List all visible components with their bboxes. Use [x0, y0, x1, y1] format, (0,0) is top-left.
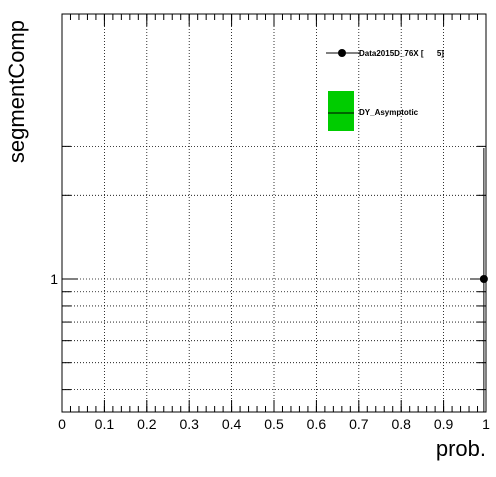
x-tick-label: 1	[482, 416, 490, 432]
y-axis-ticks	[62, 145, 486, 391]
legend-data-label: Data2015D_76X [ 5]	[359, 49, 444, 58]
grid-lines	[61, 14, 487, 412]
x-tick-label: 0.3	[179, 416, 199, 432]
x-axis-title: prob.	[436, 436, 486, 461]
x-tick-label: 0	[58, 416, 66, 432]
legend-mc-label: DY_Asymptotic	[359, 108, 419, 117]
y-axis-tick-labels: 1	[50, 271, 58, 287]
y-tick-label: 1	[50, 271, 58, 287]
x-axis-ticks	[61, 14, 487, 412]
x-tick-label: 0.2	[137, 416, 157, 432]
x-tick-label: 0.4	[222, 416, 242, 432]
legend: Data2015D_76X [ 5] DY_Asymptotic	[326, 49, 444, 131]
x-tick-label: 0.7	[349, 416, 369, 432]
y-axis-title: segmentComp	[4, 20, 29, 163]
legend-data-marker	[338, 49, 346, 57]
data-point	[479, 275, 488, 283]
x-tick-label: 0.8	[391, 416, 411, 432]
legend-mc-swatch	[328, 91, 354, 131]
x-axis-tick-labels: 0 0.1 0.2 0.3 0.4 0.5 0.6 0.7 0.8 0.9 1	[58, 416, 490, 432]
x-tick-label: 0.1	[95, 416, 115, 432]
x-tick-label: 0.5	[264, 416, 284, 432]
x-tick-label: 0.6	[307, 416, 327, 432]
x-tick-label: 0.9	[434, 416, 454, 432]
data-points	[479, 148, 488, 412]
